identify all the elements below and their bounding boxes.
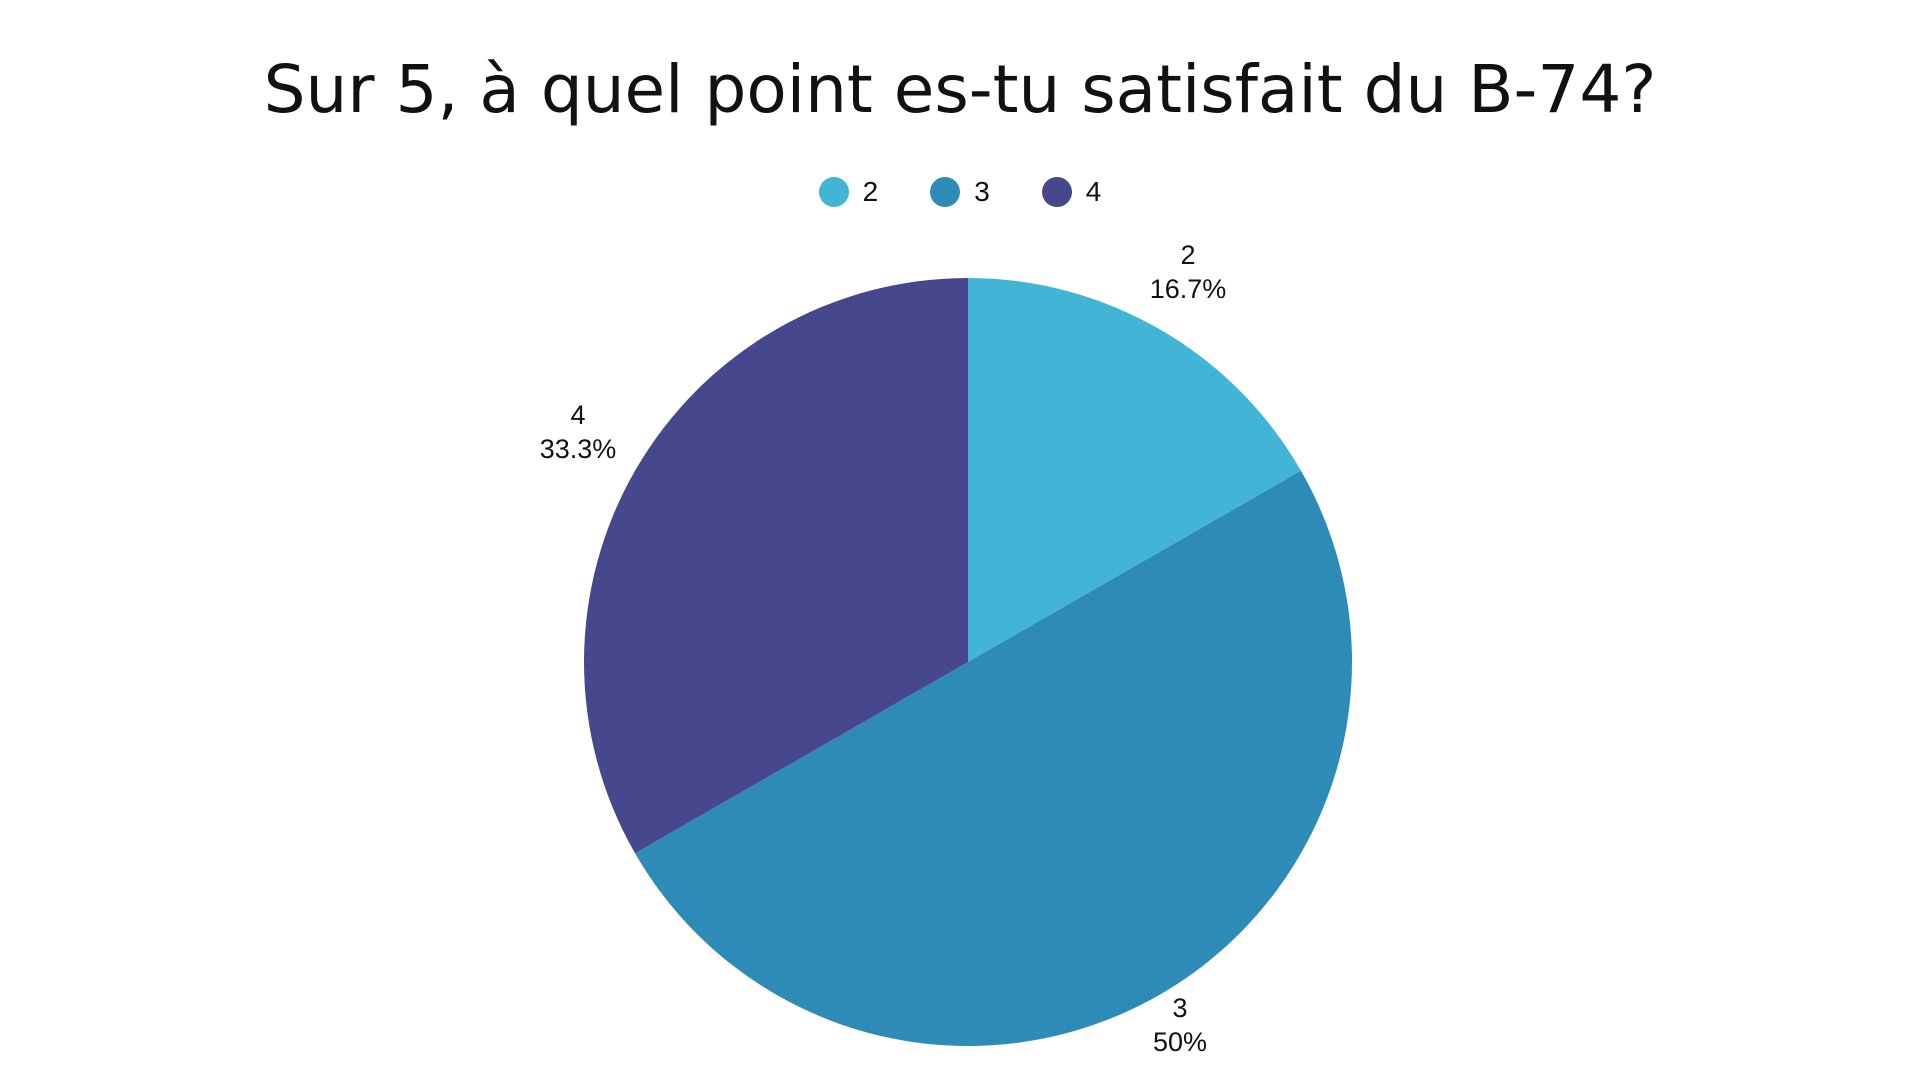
slice-label-category-3: 3 <box>1172 993 1187 1023</box>
legend-swatch-4 <box>1041 177 1072 207</box>
legend-item-3: 3 <box>930 176 990 208</box>
chart-title: Sur 5, à quel point es-tu satisfait du B… <box>263 51 1657 128</box>
slice-label-category-4: 4 <box>570 400 585 430</box>
legend-item-4: 4 <box>1041 176 1102 208</box>
pie-slice-3 <box>635 470 1353 1047</box>
pie-slice-labels: 2 16.7% 3 50% 4 33.3% <box>540 240 1227 1057</box>
slice-label-value-3: 50% <box>1153 1027 1207 1057</box>
slice-label-value-2: 16.7% <box>1150 274 1227 304</box>
pie-slice-4 <box>584 278 968 854</box>
chart-legend: 2 3 4 <box>0 176 1920 208</box>
legend-item-2: 2 <box>818 176 879 208</box>
legend-label-2: 2 <box>862 176 879 207</box>
legend-swatch-2 <box>818 177 849 207</box>
pie-slices <box>584 278 1353 1047</box>
slice-label-value-4: 33.3% <box>540 434 617 464</box>
legend-swatch-3 <box>930 177 961 207</box>
legend-label-3: 3 <box>974 176 990 207</box>
pie-slice-2 <box>968 278 1301 662</box>
slice-label-category-2: 2 <box>1180 240 1195 270</box>
legend-label-4: 4 <box>1085 176 1102 207</box>
